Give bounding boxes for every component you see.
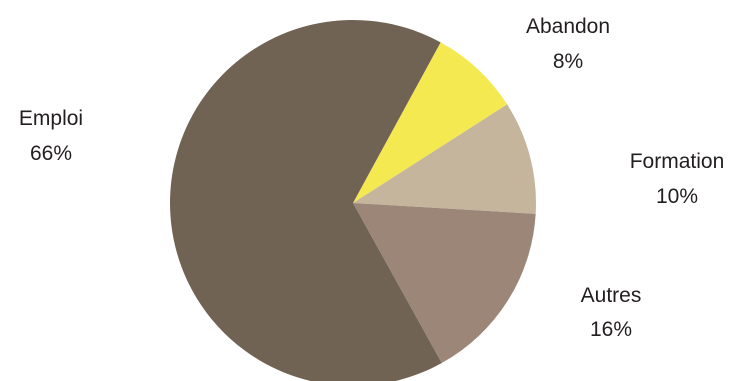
slice-label-formation: Formation [630,150,725,173]
pie-labels: Abandon 8% Formation 10% Autres 16% Emploi 66% [19,15,724,341]
slice-value-formation: 10% [656,185,698,208]
slice-value-emploi: 66% [30,142,72,165]
slice-label-abandon: Abandon [526,15,610,38]
pie-slice-abandon [353,42,508,203]
pie-slices [170,20,537,381]
slice-label-emploi: Emploi [19,107,83,130]
pie-slice-emploi [170,20,442,381]
slice-value-autres: 16% [590,318,632,341]
slice-value-abandon: 8% [553,50,583,73]
slice-label-autres: Autres [581,284,642,307]
pie-slice-formation [353,104,537,214]
pie-slice-autres [353,203,536,364]
